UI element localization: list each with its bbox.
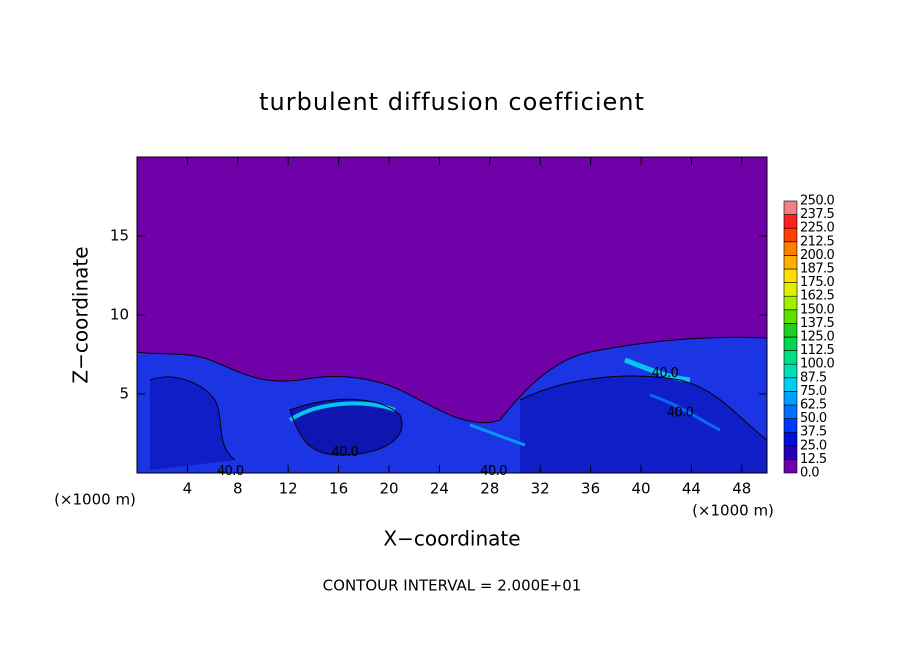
colorbar-label: 237.5 — [800, 207, 835, 222]
colorbar-swatch — [783, 200, 798, 215]
colorbar-swatch — [783, 214, 798, 229]
colorbar-swatch — [783, 268, 798, 283]
colorbar-swatch — [783, 309, 798, 324]
contour-label: 40.0 — [332, 445, 359, 460]
x-tick-label: 32 — [531, 480, 550, 498]
colorbar-swatch — [783, 363, 798, 379]
colorbar-swatch — [783, 445, 798, 460]
contour-label: 40.0 — [217, 464, 244, 479]
colorbar-swatch — [783, 431, 798, 447]
colorbar-label: 137.5 — [800, 316, 835, 331]
x-tick-label: 12 — [279, 480, 298, 498]
colorbar-label: 112.5 — [800, 343, 835, 358]
colorbar-swatch — [783, 227, 798, 243]
contour-label: 40.0 — [652, 366, 679, 381]
colorbar-label: 150.0 — [800, 302, 835, 317]
colorbar-label: 12.5 — [800, 452, 827, 467]
x-unit-label: (×1000 m) — [692, 502, 774, 520]
y-tick-label: 10 — [110, 306, 129, 324]
colorbar-swatch — [783, 282, 798, 297]
x-tick-label: 28 — [480, 480, 499, 498]
contour-label: 40.0 — [667, 405, 694, 420]
colorbar-label: 200.0 — [800, 248, 835, 263]
colorbar-label: 175.0 — [800, 275, 835, 290]
turbulent-field — [136, 336, 768, 473]
colorbar-swatch — [783, 295, 798, 311]
x-axis-label: X−coordinate — [383, 527, 520, 551]
x-tick-label: 48 — [732, 480, 751, 498]
x-tick-label: 24 — [430, 480, 449, 498]
colorbar-swatch — [783, 404, 798, 419]
contour-label: 40.0 — [480, 464, 507, 479]
x-tick-label: 36 — [581, 480, 600, 498]
y-tick-label: 5 — [119, 385, 129, 403]
x-tick-label: 8 — [233, 480, 243, 498]
colorbar-swatch — [783, 418, 798, 433]
x-unit-label: (×1000 m) — [54, 491, 136, 509]
colorbar-label: 212.5 — [800, 234, 835, 249]
chart-title: turbulent diffusion coefficient — [259, 88, 645, 116]
footnote: CONTOUR INTERVAL = 2.000E+01 — [323, 577, 582, 595]
colorbar-swatch — [783, 255, 798, 270]
colorbar-swatch — [783, 336, 798, 351]
colorbar-label: 162.5 — [800, 289, 835, 304]
colorbar-swatch — [783, 391, 798, 406]
y-axis-label: Z−coordinate — [69, 246, 93, 383]
colorbar-label: 25.0 — [800, 438, 827, 453]
y-tick-label: 15 — [110, 227, 129, 245]
colorbar-label: 0.0 — [800, 466, 819, 481]
colorbar-label: 75.0 — [800, 384, 827, 399]
x-tick-label: 16 — [329, 480, 348, 498]
colorbar-label: 187.5 — [800, 262, 835, 277]
x-tick-label: 4 — [183, 480, 193, 498]
x-tick-label: 20 — [379, 480, 398, 498]
colorbar-label: 125.0 — [800, 330, 835, 345]
colorbar-label: 225.0 — [800, 221, 835, 236]
colorbar-swatch — [783, 377, 798, 392]
x-tick-label: 44 — [682, 480, 701, 498]
colorbar-label: 50.0 — [800, 411, 827, 426]
colorbar-label: 37.5 — [800, 425, 827, 440]
x-tick-label: 40 — [631, 480, 650, 498]
colorbar-label: 62.5 — [800, 398, 827, 413]
colorbar-swatch — [783, 241, 798, 256]
colorbar-swatch — [783, 323, 798, 338]
colorbar-label: 250.0 — [800, 194, 835, 209]
colorbar-swatch — [783, 350, 798, 365]
colorbar-swatch — [783, 459, 798, 474]
colorbar-label: 100.0 — [800, 357, 835, 372]
colorbar-label: 87.5 — [800, 370, 827, 385]
